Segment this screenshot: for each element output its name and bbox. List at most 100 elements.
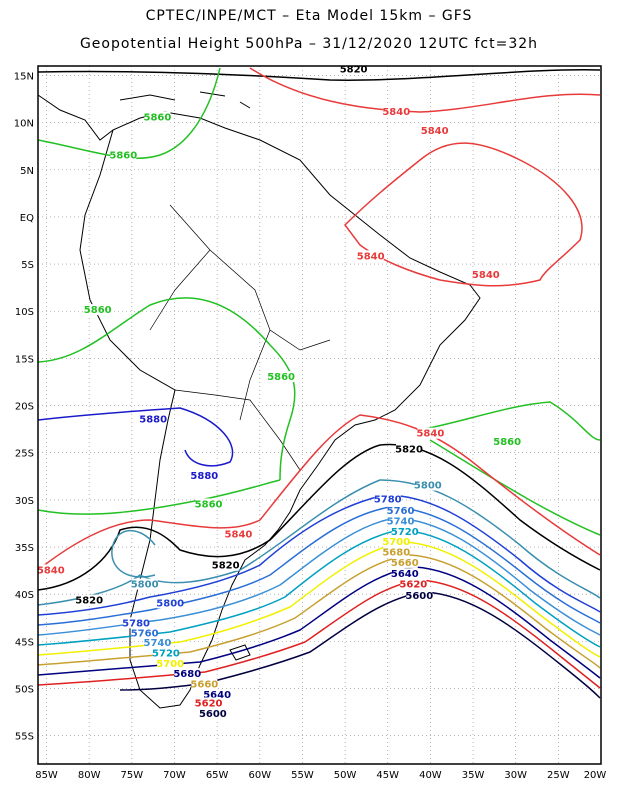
contour-label-bg xyxy=(199,707,226,719)
contour-5820-north xyxy=(37,69,601,81)
contour-label-bg xyxy=(383,546,410,558)
contour-label: 5860 xyxy=(267,372,295,383)
contour-label-bg xyxy=(225,528,252,540)
contour-label: 5720 xyxy=(152,648,180,659)
contour-label-bg xyxy=(421,124,448,136)
contour-lines xyxy=(37,67,601,699)
contour-label-bg xyxy=(414,479,441,491)
contour-label-bg xyxy=(472,269,499,281)
contour-label-bg xyxy=(37,564,64,576)
contour-label-bg xyxy=(152,647,179,659)
central-america-coast xyxy=(37,94,114,141)
contour-5720 xyxy=(37,529,601,648)
lat-tick-label: EQ xyxy=(20,213,34,224)
contour-label: 5740 xyxy=(387,516,415,527)
contour-label: 5880 xyxy=(139,415,167,426)
contour-label-bg xyxy=(157,657,184,669)
contour-label-bg xyxy=(396,443,423,455)
title-line-2: Geopotential Height 500hPa – 31/12/2020 … xyxy=(79,36,539,52)
contour-label: 5640 xyxy=(203,690,231,701)
falklands xyxy=(229,644,251,661)
contour-label: 5780 xyxy=(122,618,150,629)
contour-5620 xyxy=(37,579,601,689)
lat-tick-label: 55S xyxy=(15,732,34,743)
contour-label: 5600 xyxy=(199,709,227,720)
lat-tick-label: 40S xyxy=(15,590,34,601)
contour-label: 5800 xyxy=(156,598,184,609)
contour-label-bg xyxy=(406,589,433,601)
lat-tick-label: 50S xyxy=(15,685,34,696)
contour-5860-north xyxy=(37,67,221,160)
contour-label: 5840 xyxy=(225,530,253,541)
contour-label-bg xyxy=(391,525,418,537)
borders xyxy=(149,204,331,471)
contour-label-bg xyxy=(340,63,367,75)
contour-label-bg xyxy=(204,688,231,700)
contour-label: 5840 xyxy=(357,251,385,262)
contour-label-bg xyxy=(131,578,158,590)
contour-label-bg xyxy=(195,697,222,709)
contour-5760 xyxy=(37,506,601,626)
contour-label-bg xyxy=(144,637,171,649)
contour-label-bg xyxy=(417,427,444,439)
contour-label: 5780 xyxy=(374,495,402,506)
caribbean-islands xyxy=(119,91,251,109)
contour-label-bg xyxy=(144,111,171,123)
lon-tick-label: 40W xyxy=(419,770,442,781)
contour-label: 5680 xyxy=(173,669,201,680)
lon-tick-label: 60W xyxy=(248,770,271,781)
contour-label-bg xyxy=(84,304,111,316)
contour-5840-lobe xyxy=(344,142,583,287)
contour-5880 xyxy=(37,407,234,467)
contour-label-bg xyxy=(123,617,150,629)
contour-label: 5720 xyxy=(391,527,419,538)
contour-label: 5640 xyxy=(391,569,419,580)
contour-label: 5620 xyxy=(195,698,223,709)
lon-tick-label: 65W xyxy=(206,770,229,781)
contour-label: 5860 xyxy=(144,113,172,124)
contour-label: 5820 xyxy=(395,445,423,456)
contour-label: 5860 xyxy=(493,437,521,448)
contour-label-bg xyxy=(391,556,418,568)
contour-label: 5800 xyxy=(414,481,442,492)
lon-tick-label: 55W xyxy=(291,770,314,781)
contour-5700 xyxy=(37,541,601,658)
contour-label: 5840 xyxy=(421,126,449,137)
lat-tick-label: 45S xyxy=(15,637,34,648)
lon-tick-label: 20W xyxy=(584,770,607,781)
contour-label-bg xyxy=(191,470,218,482)
contour-label-bg xyxy=(391,568,418,580)
contour-label: 5880 xyxy=(190,471,218,482)
contour-label: 5860 xyxy=(109,150,137,161)
contour-label-bg xyxy=(195,498,222,510)
lon-tick-label: 30W xyxy=(504,770,527,781)
contour-label: 5820 xyxy=(75,596,103,607)
lat-tick-label: 25S xyxy=(15,449,34,460)
contour-label: 5820 xyxy=(212,561,240,572)
lon-tick-label: 35W xyxy=(462,770,485,781)
lat-tick-label: 10S xyxy=(15,307,34,318)
contour-label: 5740 xyxy=(144,638,172,649)
contour-label: 5820 xyxy=(340,65,368,76)
contour-5840-south xyxy=(37,414,601,571)
contour-label-bg xyxy=(383,536,410,548)
lat-tick-label: 15N xyxy=(14,71,34,82)
lat-tick-label: 5S xyxy=(21,260,34,271)
lon-tick-label: 50W xyxy=(334,770,357,781)
contour-5820-south xyxy=(37,443,601,591)
lon-tick-label: 85W xyxy=(35,770,58,781)
lat-tick-label: 20S xyxy=(15,402,34,413)
contour-label-bg xyxy=(357,250,384,262)
contour-label-bg xyxy=(387,505,414,517)
contour-label-bg xyxy=(374,493,401,505)
lon-tick-label: 25W xyxy=(547,770,570,781)
contour-label-bg xyxy=(387,515,414,527)
contour-label: 5680 xyxy=(382,548,410,559)
lon-tick-label: 70W xyxy=(163,770,186,781)
contour-label-bg xyxy=(494,436,521,448)
contour-label: 5840 xyxy=(472,270,500,281)
contour-label-bg xyxy=(76,594,103,606)
contour-label-bg xyxy=(400,578,427,590)
axis-ticks: 15N 10N 5N EQ 5S 10S 15S 20S 25S 30S 35S 40S 45S 50S 5… xyxy=(14,71,607,781)
contour-label: 5760 xyxy=(131,629,159,640)
